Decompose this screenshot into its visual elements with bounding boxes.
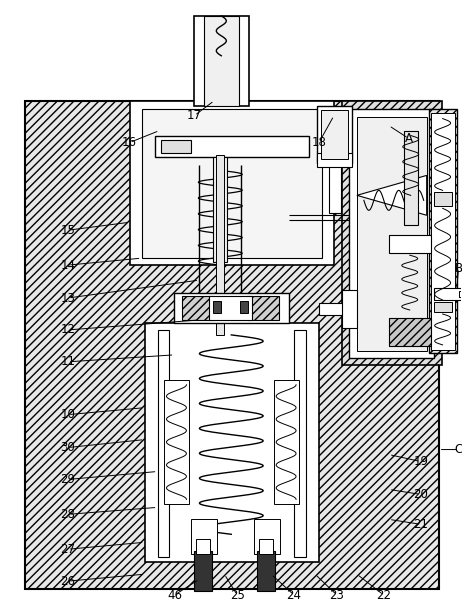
Bar	[195, 551, 213, 591]
Text: 28: 28	[61, 508, 75, 521]
Text: A: A	[405, 132, 413, 145]
Bar	[434, 192, 451, 207]
Bar	[130, 101, 334, 265]
Bar	[329, 163, 341, 213]
Text: 21: 21	[413, 518, 428, 531]
Text: 12: 12	[60, 323, 75, 337]
Bar	[342, 290, 357, 328]
Bar	[195, 16, 249, 106]
Bar	[274, 380, 299, 505]
Text: 15: 15	[61, 224, 75, 236]
Text: 24: 24	[286, 588, 302, 602]
Bar	[209, 296, 252, 320]
Bar	[434, 302, 451, 312]
Polygon shape	[357, 175, 427, 215]
Text: 17: 17	[187, 109, 202, 122]
Bar	[164, 380, 189, 505]
Bar	[145, 323, 319, 562]
Bar	[216, 155, 225, 335]
Bar	[141, 109, 322, 258]
Text: 20: 20	[413, 488, 428, 501]
Text: 19: 19	[413, 455, 428, 468]
Bar	[321, 109, 348, 159]
Text: 22: 22	[377, 588, 391, 602]
Bar	[349, 109, 434, 358]
Bar	[204, 16, 239, 106]
Text: 46: 46	[167, 588, 182, 602]
Bar	[254, 519, 280, 554]
Bar	[191, 519, 217, 554]
Bar	[162, 139, 191, 153]
Text: C: C	[455, 443, 462, 456]
Bar	[182, 296, 214, 320]
Text: 29: 29	[60, 473, 75, 486]
Bar	[429, 109, 456, 353]
Bar	[357, 117, 427, 351]
Text: 18: 18	[311, 136, 327, 149]
Bar	[213, 158, 227, 262]
Text: 23: 23	[329, 588, 344, 602]
Text: 26: 26	[60, 574, 75, 588]
Text: 11: 11	[60, 356, 75, 368]
Text: 10: 10	[61, 408, 75, 421]
Text: 16: 16	[122, 136, 137, 149]
Bar	[431, 112, 455, 350]
Bar	[404, 131, 418, 225]
Bar	[317, 153, 352, 167]
Bar	[257, 551, 275, 591]
Bar	[158, 330, 170, 557]
Bar	[247, 296, 279, 320]
Text: 27: 27	[60, 543, 75, 556]
Bar	[342, 101, 442, 365]
Bar	[196, 540, 210, 554]
Text: 14: 14	[60, 258, 75, 272]
Text: 25: 25	[230, 588, 245, 602]
Bar	[434, 288, 462, 300]
Bar	[25, 101, 438, 589]
Bar	[294, 330, 306, 557]
Bar	[154, 136, 309, 158]
Bar	[213, 301, 221, 313]
Bar	[317, 106, 352, 163]
Bar	[240, 301, 248, 313]
Bar	[389, 318, 431, 346]
Text: B: B	[455, 262, 462, 274]
Bar	[175, 293, 289, 323]
Text: 30: 30	[61, 441, 75, 454]
Bar	[259, 540, 273, 554]
Bar	[389, 235, 431, 253]
Bar	[459, 291, 462, 297]
Bar	[319, 303, 354, 315]
Text: 13: 13	[61, 291, 75, 304]
